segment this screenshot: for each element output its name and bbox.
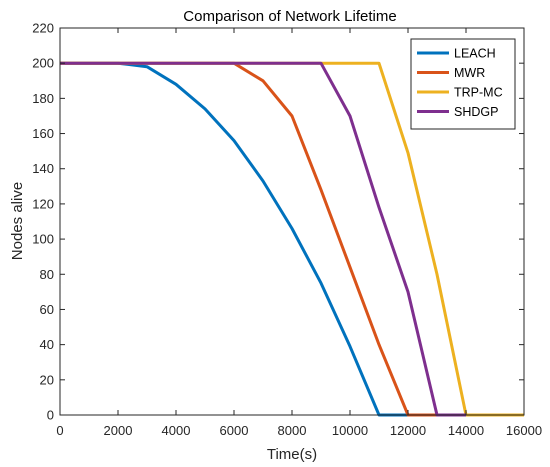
y-tick-label: 180 bbox=[32, 91, 54, 106]
x-tick-label: 14000 bbox=[448, 423, 484, 438]
ticks-layer: 0 2000 4000 6000 8000 10000 12000 14000 16000 0 20… bbox=[32, 21, 542, 439]
x-tick-label: 12000 bbox=[390, 423, 426, 438]
x-axis-title: Time(s) bbox=[267, 446, 317, 463]
x-tick-label: 10000 bbox=[332, 423, 368, 438]
y-tick-label: 40 bbox=[40, 337, 54, 352]
y-tick-label: 220 bbox=[32, 21, 54, 36]
legend-label: LEACH bbox=[454, 47, 496, 61]
legend-label: MWR bbox=[454, 66, 485, 80]
chart-title: Comparison of Network Lifetime bbox=[183, 8, 396, 25]
y-tick-label: 140 bbox=[32, 161, 54, 176]
x-tick-label: 0 bbox=[56, 423, 63, 438]
legend: LEACH MWR TRP-MC SHDGP bbox=[410, 38, 516, 130]
x-tick-label: 16000 bbox=[506, 423, 542, 438]
y-tick-label: 120 bbox=[32, 196, 54, 211]
x-tick-label: 8000 bbox=[278, 423, 307, 438]
y-tick-label: 80 bbox=[40, 267, 54, 282]
series-line-mwr bbox=[60, 61, 437, 417]
series-line-leach bbox=[60, 61, 408, 417]
y-tick-label: 0 bbox=[47, 408, 54, 423]
y-tick-label: 100 bbox=[32, 232, 54, 247]
y-tick-label: 60 bbox=[40, 302, 54, 317]
x-tick-label: 2000 bbox=[104, 423, 133, 438]
x-tick-label: 4000 bbox=[162, 423, 191, 438]
legend-label: SHDGP bbox=[454, 105, 498, 119]
y-tick-label: 160 bbox=[32, 126, 54, 141]
x-tick-label: 6000 bbox=[220, 423, 249, 438]
y-tick-label: 20 bbox=[40, 372, 54, 387]
y-tick-label: 200 bbox=[32, 56, 54, 71]
y-axis-title: Nodes alive bbox=[9, 182, 26, 260]
legend-label: TRP-MC bbox=[454, 86, 503, 100]
